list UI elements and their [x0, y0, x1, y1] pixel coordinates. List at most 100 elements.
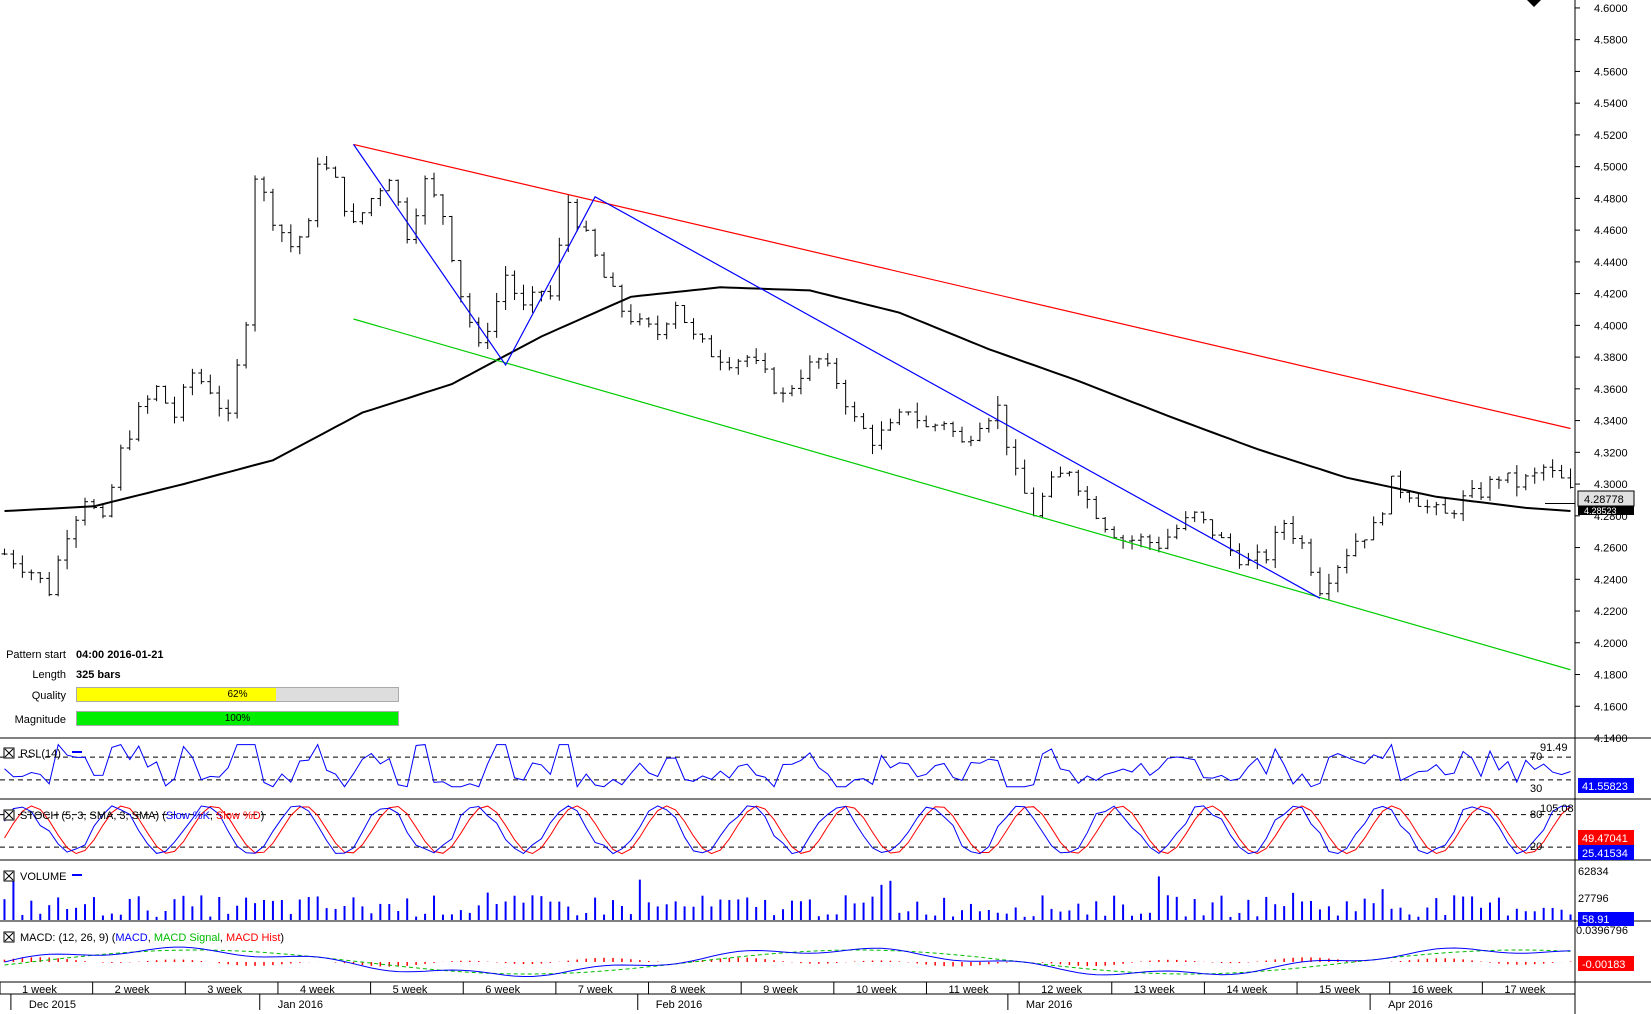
month-label: Mar 2016 — [1026, 999, 1072, 1011]
price-tick-label: 4.1400 — [1594, 733, 1628, 745]
week-label: 8 week — [671, 984, 706, 996]
stoch-label-sep: , — [210, 810, 216, 822]
volume-header: VOLUME — [3, 870, 82, 883]
month-label: Feb 2016 — [656, 999, 702, 1011]
rsi-close-icon-glyph — [4, 748, 14, 758]
week-label: 9 week — [763, 984, 798, 996]
price-tick-label: 4.4800 — [1594, 193, 1628, 205]
stoch-close-icon-glyph — [4, 810, 14, 820]
stoch-slow-d-line — [4, 805, 1571, 855]
plot-background — [0, 0, 1575, 1014]
rsi-max-label: 91.49 — [1540, 742, 1568, 754]
lower-trendline — [353, 318, 1571, 671]
week-label: 7 week — [578, 984, 613, 996]
macd-header: MACD: (12, 26, 9) (MACD, MACD Signal, MA… — [3, 931, 284, 944]
week-label: 10 week — [856, 984, 897, 996]
time-axis: 1 week 2 week 3 week 4 week 5 week 6 week 7 we… — [0, 982, 1575, 1011]
week-label: 13 week — [1134, 984, 1175, 996]
stoch-level-80: 80 — [1530, 809, 1542, 821]
quality-value: 62% — [227, 689, 248, 700]
upper-trendline — [353, 143, 1571, 430]
price-tick-label: 4.6000 — [1594, 3, 1628, 15]
volume-tick-1: 62834 — [1578, 866, 1609, 878]
volume-label: VOLUME — [20, 871, 66, 883]
price-tick-label: 4.1800 — [1594, 670, 1628, 682]
macd-close-icon-glyph — [4, 932, 14, 942]
price-tick-label: 4.4400 — [1594, 257, 1628, 269]
week-label: 17 week — [1504, 984, 1545, 996]
week-label: 5 week — [393, 984, 428, 996]
rsi-header: RSI (14) — [3, 747, 82, 760]
week-label: 15 week — [1319, 984, 1360, 996]
price-axis: 4.6000 4.5800 4.5600 4.5400 4.5200 4.5000 4.48… — [1545, 0, 1628, 1014]
stoch-label-k: Slow %K — [166, 810, 211, 822]
stoch-max-label: 105.08 — [1540, 803, 1574, 815]
price-tick-label: 4.5200 — [1594, 130, 1628, 142]
stoch-label: STOCH (5, 3, SMA, 3, SMA) (Slow %K, Slow… — [20, 810, 264, 822]
quality-label: Quality — [31, 690, 66, 702]
price-tick-label: 4.5600 — [1594, 66, 1628, 78]
macd-line — [4, 946, 1571, 977]
price-tick-label: 4.4600 — [1594, 225, 1628, 237]
macd-label-sep1: , — [148, 932, 154, 944]
indicator-panels — [0, 737, 1651, 983]
week-label: 11 week — [948, 984, 989, 996]
moving-average-line — [4, 286, 1571, 512]
week-label: 1 week — [22, 984, 57, 996]
price-tick-label: 4.3800 — [1594, 352, 1628, 364]
price-tick-label: 4.2200 — [1594, 606, 1628, 618]
macd-label-sep2: , — [220, 932, 226, 944]
week-label: 2 week — [115, 984, 150, 996]
rsi-level-30: 30 — [1530, 783, 1542, 795]
rsi-line — [4, 743, 1571, 788]
magnitude-label: Magnitude — [14, 714, 66, 726]
quality-bar: 62% — [76, 687, 399, 702]
price-tick-label: 4.4000 — [1594, 320, 1628, 332]
stoch-label-suffix: ) — [261, 810, 265, 822]
price-tick-label: 4.4200 — [1594, 289, 1628, 301]
macd-label-prefix: MACD: (12, 26, 9) ( — [20, 932, 116, 944]
price-tick-label: 4.1600 — [1594, 701, 1628, 713]
volume-tick-2: 27796 — [1578, 893, 1609, 905]
price-tick-label: 4.3200 — [1594, 447, 1628, 459]
pattern-start-value: 04:00 2016-01-21 — [76, 649, 164, 661]
week-label: 4 week — [300, 984, 335, 996]
price-tick-label: 4.5400 — [1594, 98, 1628, 110]
scroll-down-icon[interactable] — [1527, 0, 1541, 7]
rsi-label: RSI (14) — [20, 748, 61, 760]
week-label: 16 week — [1412, 984, 1453, 996]
macd-label-hist: MACD Hist — [226, 932, 280, 944]
zigzag-line — [353, 144, 1321, 599]
rsi-level-70: 70 — [1530, 751, 1542, 763]
volume-close-icon-glyph — [4, 871, 14, 881]
length-value: 325 bars — [76, 669, 121, 681]
week-label: 6 week — [485, 984, 520, 996]
magnitude-bar-fill — [77, 712, 398, 725]
month-label: Dec 2015 — [29, 999, 76, 1011]
length-label: Length — [32, 669, 66, 681]
price-tick-label: 4.5800 — [1594, 35, 1628, 47]
macd-label-macd: MACD — [115, 932, 147, 944]
magnitude-value: 100% — [224, 713, 251, 724]
stoch-k-value-box — [1578, 845, 1634, 860]
price-tick-label: 4.3000 — [1594, 479, 1628, 491]
magnitude-bar: 100% — [76, 711, 399, 726]
week-label: 14 week — [1226, 984, 1267, 996]
ma-price-box — [1578, 506, 1634, 515]
stoch-label-prefix: STOCH (5, 3, SMA, 3, SMA) ( — [20, 810, 166, 822]
ma-price-label: 4.28523 — [1584, 506, 1617, 516]
quality-bar-fill — [77, 688, 277, 701]
macd-label: MACD: (12, 26, 9) (MACD, MACD Signal, MA… — [20, 932, 284, 944]
macd-label-signal: MACD Signal — [154, 932, 220, 944]
price-tick-label: 4.2000 — [1594, 638, 1628, 650]
stoch-slow-k-line — [4, 805, 1571, 855]
month-label: Jan 2016 — [278, 999, 323, 1011]
price-tick-label: 4.2600 — [1594, 543, 1628, 555]
stoch-d-value-box — [1578, 830, 1634, 845]
stoch-k-value: 25.41534 — [1582, 848, 1628, 860]
price-tick-label: 4.5000 — [1594, 162, 1628, 174]
rsi-value-box — [1578, 778, 1634, 793]
stoch-level-20: 20 — [1530, 841, 1542, 853]
pattern-lines — [353, 143, 1571, 671]
